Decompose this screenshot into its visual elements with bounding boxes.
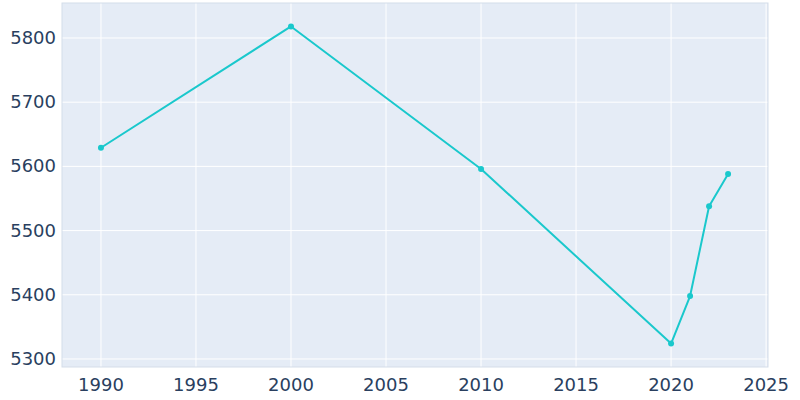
point bbox=[706, 203, 712, 209]
x-tick-label: 2000 bbox=[268, 374, 314, 395]
y-tick-label: 5300 bbox=[10, 348, 56, 369]
chart-svg: 1990 1995 2000 2005 2010 2015 2020 2025 5300 5400… bbox=[0, 0, 800, 400]
x-grid-line bbox=[671, 3, 672, 367]
y-tick-label: 5700 bbox=[10, 91, 56, 112]
data-layer bbox=[98, 23, 731, 346]
grid bbox=[62, 3, 768, 367]
y-tick-label: 5600 bbox=[10, 155, 56, 176]
y-tick-label: 5500 bbox=[10, 220, 56, 241]
x-tick-label: 2010 bbox=[458, 374, 504, 395]
x-grid-line bbox=[766, 3, 767, 367]
x-grid-line bbox=[195, 3, 196, 367]
point bbox=[288, 23, 294, 29]
x-grid-line bbox=[290, 3, 291, 367]
x-grid-line bbox=[386, 3, 387, 367]
x-tick-label: 1990 bbox=[78, 374, 124, 395]
y-tick-label: 5800 bbox=[10, 27, 56, 48]
chart-container: 1990 1995 2000 2005 2010 2015 2020 2025 5300 5400… bbox=[0, 0, 800, 400]
y-grid-line bbox=[62, 358, 768, 359]
y-grid-line bbox=[62, 166, 768, 167]
plot-background bbox=[62, 3, 768, 367]
point bbox=[668, 341, 674, 347]
x-grid-line bbox=[100, 3, 101, 367]
x-grid-line bbox=[481, 3, 482, 367]
y-grid-line bbox=[62, 294, 768, 295]
point bbox=[98, 145, 104, 151]
line bbox=[101, 26, 728, 343]
x-tick-label: 2020 bbox=[648, 374, 694, 395]
y-grid-line bbox=[62, 102, 768, 103]
y-grid-line bbox=[62, 230, 768, 231]
x-tick-label: 1995 bbox=[173, 374, 219, 395]
point bbox=[478, 166, 484, 172]
x-tick-label: 2025 bbox=[743, 374, 789, 395]
y-tick-label: 5400 bbox=[10, 284, 56, 305]
point bbox=[725, 171, 731, 177]
y-grid-line bbox=[62, 37, 768, 38]
x-grid-line bbox=[576, 3, 577, 367]
x-tick-label: 2005 bbox=[363, 374, 409, 395]
x-tick-label: 2015 bbox=[553, 374, 599, 395]
plot-frame bbox=[62, 3, 768, 367]
point bbox=[687, 293, 693, 299]
